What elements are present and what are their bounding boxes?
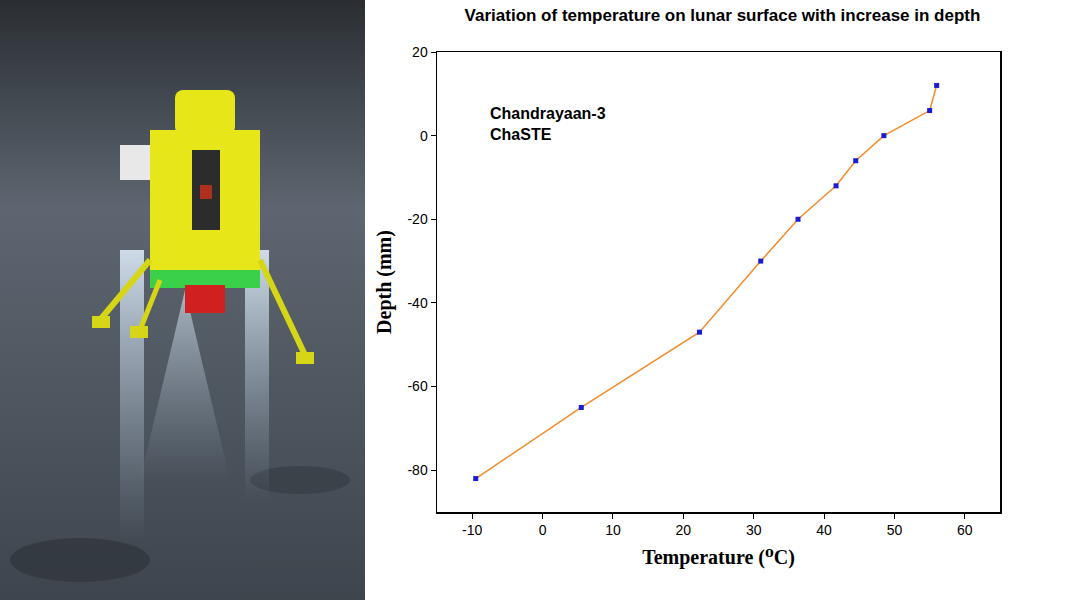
svg-text:-10: -10: [462, 522, 482, 538]
svg-text:-80: -80: [407, 462, 427, 478]
svg-text:50: 50: [887, 522, 903, 538]
svg-text:-20: -20: [407, 211, 427, 227]
svg-text:Depth (mm): Depth (mm): [373, 230, 396, 334]
svg-text:20: 20: [676, 522, 692, 538]
svg-text:20: 20: [412, 44, 428, 60]
svg-text:-60: -60: [407, 378, 427, 394]
svg-text:0: 0: [420, 128, 428, 144]
svg-text:30: 30: [746, 522, 762, 538]
svg-text:40: 40: [816, 522, 832, 538]
svg-text:10: 10: [605, 522, 621, 538]
svg-text:Variation of temperature on lu: Variation of temperature on lunar surfac…: [465, 6, 981, 25]
svg-text:Chandrayaan-3ChaSTE: Chandrayaan-3ChaSTE: [490, 105, 606, 143]
svg-text:Temperature (⁰C): Temperature (⁰C): [642, 546, 795, 569]
svg-text:-40: -40: [407, 295, 427, 311]
svg-text:60: 60: [957, 522, 973, 538]
svg-text:0: 0: [539, 522, 547, 538]
